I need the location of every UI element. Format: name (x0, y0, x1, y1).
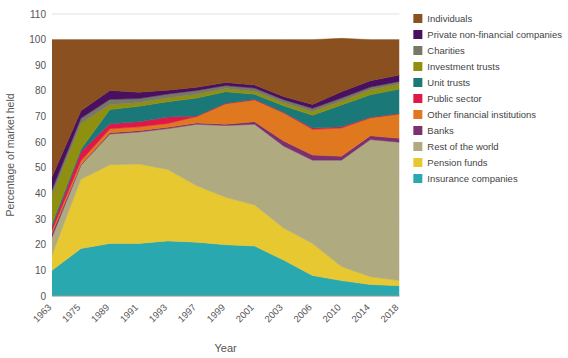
legend-swatch (413, 174, 422, 183)
x-axis-label: Year (215, 342, 238, 354)
y-tick-label: 70 (35, 111, 47, 122)
legend-swatch (413, 62, 422, 71)
legend-item: Banks (413, 125, 454, 136)
legend-item: Public sector (413, 93, 481, 104)
areas (52, 38, 399, 296)
legend-item: Investment trusts (413, 61, 500, 72)
legend-label: Public sector (427, 93, 481, 104)
legend-label: Rest of the world (427, 141, 498, 152)
x-tick-label: 1975 (60, 302, 83, 325)
grid (52, 14, 399, 296)
legend-swatch (413, 142, 422, 151)
legend-label: Pension funds (427, 157, 487, 168)
y-tick-label: 0 (40, 291, 46, 302)
grid-line (52, 296, 399, 297)
legend-swatch (413, 14, 422, 23)
x-tick-label: 1989 (89, 302, 112, 325)
y-tick-label: 100 (29, 34, 46, 45)
legend-item: Rest of the world (413, 141, 498, 152)
legend-item: Private non-financial companies (413, 29, 562, 40)
legend-label: Insurance companies (427, 173, 518, 184)
legend-label: Banks (427, 125, 454, 136)
legend-item: Other financial institutions (413, 109, 536, 120)
x-tick-label: 2003 (262, 302, 285, 325)
x-tick-label: 2010 (320, 302, 343, 325)
x-tick-label: 1963 (31, 302, 54, 325)
y-tick-label: 20 (35, 239, 47, 250)
x-tick-label: 1997 (175, 302, 198, 325)
legend-swatch (413, 30, 422, 39)
legend-item: Individuals (413, 13, 472, 24)
legend-label: Private non-financial companies (427, 29, 562, 40)
x-tick-label: 2018 (378, 302, 401, 325)
y-tick-label: 60 (35, 137, 47, 148)
legend-label: Individuals (427, 13, 472, 24)
legend-item: Insurance companies (413, 173, 518, 184)
x-tick-label: 2001 (233, 302, 256, 325)
grid-line (52, 14, 399, 15)
y-tick-label: 30 (35, 214, 47, 225)
legend-swatch (413, 94, 422, 103)
x-tick-label: 1999 (204, 302, 227, 325)
legend: Individuals Private non-financial compani… (413, 13, 562, 184)
y-tick-label: 10 (35, 265, 47, 276)
legend-item: Pension funds (413, 157, 487, 168)
y-tick-label: 110 (30, 9, 46, 20)
legend-swatch (413, 126, 422, 135)
legend-swatch (413, 110, 422, 119)
legend-label: Investment trusts (427, 61, 500, 72)
x-tick-label: 1991 (118, 302, 141, 325)
legend-label: Unit trusts (427, 77, 470, 88)
legend-label: Charities (427, 45, 465, 56)
y-tick-label: 90 (35, 60, 47, 71)
area (52, 38, 399, 177)
legend-swatch (413, 46, 422, 55)
x-tick-label: 2014 (349, 302, 372, 325)
y-axis-label: Percentage of market held (4, 93, 16, 216)
legend-label: Other financial institutions (427, 109, 536, 120)
y-axis: 0 10 20 30 40 50 60 70 80 90 100 110 (29, 9, 46, 302)
legend-item: Unit trusts (413, 77, 470, 88)
y-tick-label: 50 (35, 162, 47, 173)
x-tick-label: 1993 (146, 302, 169, 325)
x-tick-label: 2006 (291, 302, 314, 325)
legend-item: Charities (413, 45, 465, 56)
y-tick-label: 40 (35, 188, 47, 199)
y-tick-label: 80 (35, 85, 47, 96)
legend-swatch (413, 78, 422, 87)
x-axis-line (52, 296, 399, 297)
legend-swatch (413, 158, 422, 167)
chart: Individuals Private non-financial compani… (0, 0, 568, 358)
x-axis: 1963 1975 1989 19911993 1997 1999 2001 2003 2006… (31, 302, 401, 325)
